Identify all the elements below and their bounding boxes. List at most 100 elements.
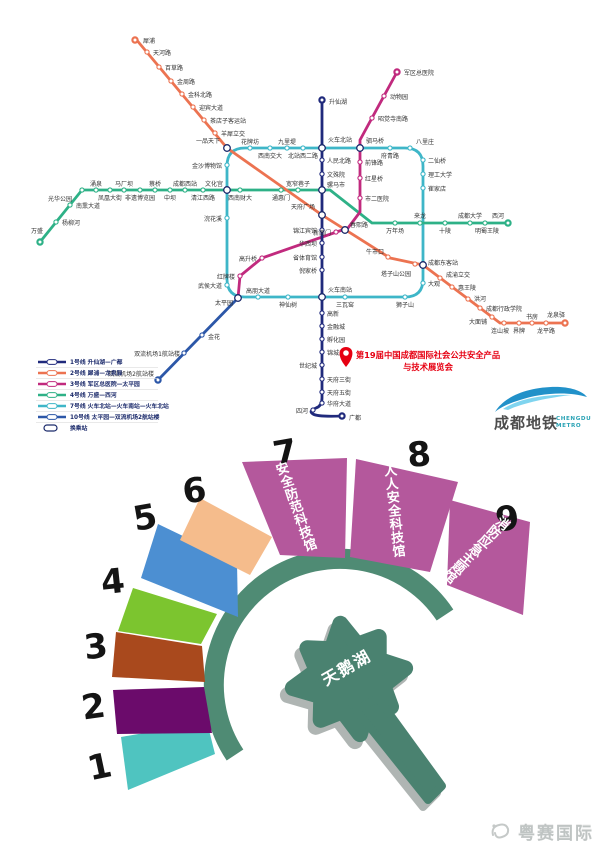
station-dot (224, 162, 230, 168)
rotated-label-char: 馆 (392, 543, 407, 560)
station-label: 红星桥 (365, 175, 383, 183)
station-label: 府青路 (381, 152, 399, 160)
transfer-station-marker (341, 226, 349, 234)
terminal-marker-center (563, 321, 567, 325)
metro-line-line10 (156, 296, 240, 382)
station-label: 大观 (428, 280, 440, 288)
station-label: 金融城 (327, 323, 345, 331)
station-label: 西河 (492, 212, 504, 220)
station-dot (357, 175, 363, 181)
station-label: 理工大学 (428, 171, 452, 179)
station-label: 红牌楼 (217, 273, 235, 281)
transfer-station-marker (318, 211, 326, 219)
station-dot (137, 187, 143, 193)
station-dot (152, 187, 158, 193)
metro-logo-swoosh-highlight (503, 394, 572, 410)
station-dot (489, 314, 495, 320)
station-dot (310, 407, 316, 413)
exhibition-callout-line1: 第19届中国成都国际社会公共安全产品 (356, 350, 500, 360)
transfer-station-marker (223, 186, 231, 194)
station-dot (199, 332, 205, 338)
station-label: 书房 (526, 313, 538, 321)
station-label: 三瓦窑 (336, 301, 354, 309)
station-label: 成都行政学院 (486, 305, 522, 313)
station-dot (467, 220, 473, 226)
rotated-label-char: 范 (288, 498, 305, 517)
station-label: 界牌 (513, 327, 525, 335)
legend-row-label: 1号线 升仙湖—广都 (70, 358, 123, 366)
metro-line-line4 (38, 188, 510, 244)
station-dot (319, 254, 325, 260)
station-label: 十陵 (439, 227, 451, 235)
station-label: 南熏大道 (76, 202, 100, 210)
station-dot (181, 350, 187, 356)
rotated-label-char: 人 (383, 462, 399, 479)
station-dot (224, 215, 230, 221)
terminal-marker-center (38, 240, 42, 244)
station-label: 双流机场1航站楼 (134, 350, 180, 358)
hall-segment-8 (350, 459, 458, 572)
terminal-marker-center (506, 221, 510, 225)
station-dot (516, 320, 522, 326)
station-dot (407, 145, 413, 151)
station-label: 前锋路 (365, 159, 383, 167)
station-label: 天府广场 (291, 203, 315, 211)
station-label: 广都 (349, 414, 361, 422)
station-dot (501, 320, 507, 326)
station-label: 太平园 (215, 299, 233, 307)
metro-logo-cn: 成都地铁 (494, 414, 558, 432)
station-label: 西南财大 (228, 194, 252, 202)
station-label: 马厂坝 (115, 180, 133, 188)
station-dot (319, 376, 325, 382)
station-dot (319, 323, 325, 329)
station-label: 金科北路 (188, 91, 212, 99)
station-dot (543, 320, 549, 326)
station-dot (278, 187, 284, 193)
station-dot (417, 220, 423, 226)
hall-segment-3 (112, 632, 205, 682)
station-dot (295, 187, 301, 193)
station-label: 春熙路 (350, 221, 368, 229)
station-dot (224, 282, 230, 288)
metro-line-line2 (133, 36, 567, 325)
legend-station-capsule (46, 359, 58, 365)
station-label: 武侯大道 (198, 282, 222, 290)
terminal-marker-center (395, 70, 399, 74)
station-dot (237, 187, 243, 193)
station-label: 金沙博物馆 (192, 162, 222, 170)
legend-station-capsule (46, 414, 58, 420)
legend-station-capsule (46, 381, 58, 387)
station-label: 成都西站 (173, 180, 197, 188)
legend-station-capsule (46, 403, 58, 409)
station-dot (319, 349, 325, 355)
station-label: 华府大道 (327, 400, 351, 408)
station-label: 狮子山 (396, 301, 414, 309)
hall-number-3: 3 (82, 626, 110, 668)
hall-number-5: 5 (130, 496, 160, 540)
station-dot (201, 117, 207, 123)
station-label: 金周路 (177, 78, 195, 86)
station-label: 北站西二路 (288, 152, 318, 160)
rotated-label-char: 技 (297, 523, 315, 543)
legend-row-label: 10号线 太平园—双流机场2航站楼 (70, 413, 160, 421)
station-label: 明蜀王陵 (475, 227, 499, 235)
fan-ring (203, 548, 454, 761)
rotated-label-char: 防 (283, 485, 300, 504)
station-label: 天府五街 (327, 389, 351, 397)
station-dot (79, 187, 85, 193)
station-label: 光华公园 (48, 195, 72, 203)
watermark-text: 粤赛国际 (518, 824, 594, 844)
station-label: 双流机场2航站楼 (108, 370, 154, 378)
hall-segment-7 (242, 458, 347, 558)
station-dot (319, 240, 325, 246)
station-dot (465, 296, 471, 302)
station-dot (237, 273, 243, 279)
station-dot (402, 294, 408, 300)
station-dot (477, 305, 483, 311)
station-dot (420, 280, 426, 286)
transfer-station-marker (356, 144, 364, 152)
station-dot (93, 187, 99, 193)
legend-row-label: 3号线 军区总医院—太平园 (70, 380, 140, 388)
station-label: 蔡桥 (149, 180, 161, 188)
station-label: 惠王陵 (458, 284, 476, 292)
